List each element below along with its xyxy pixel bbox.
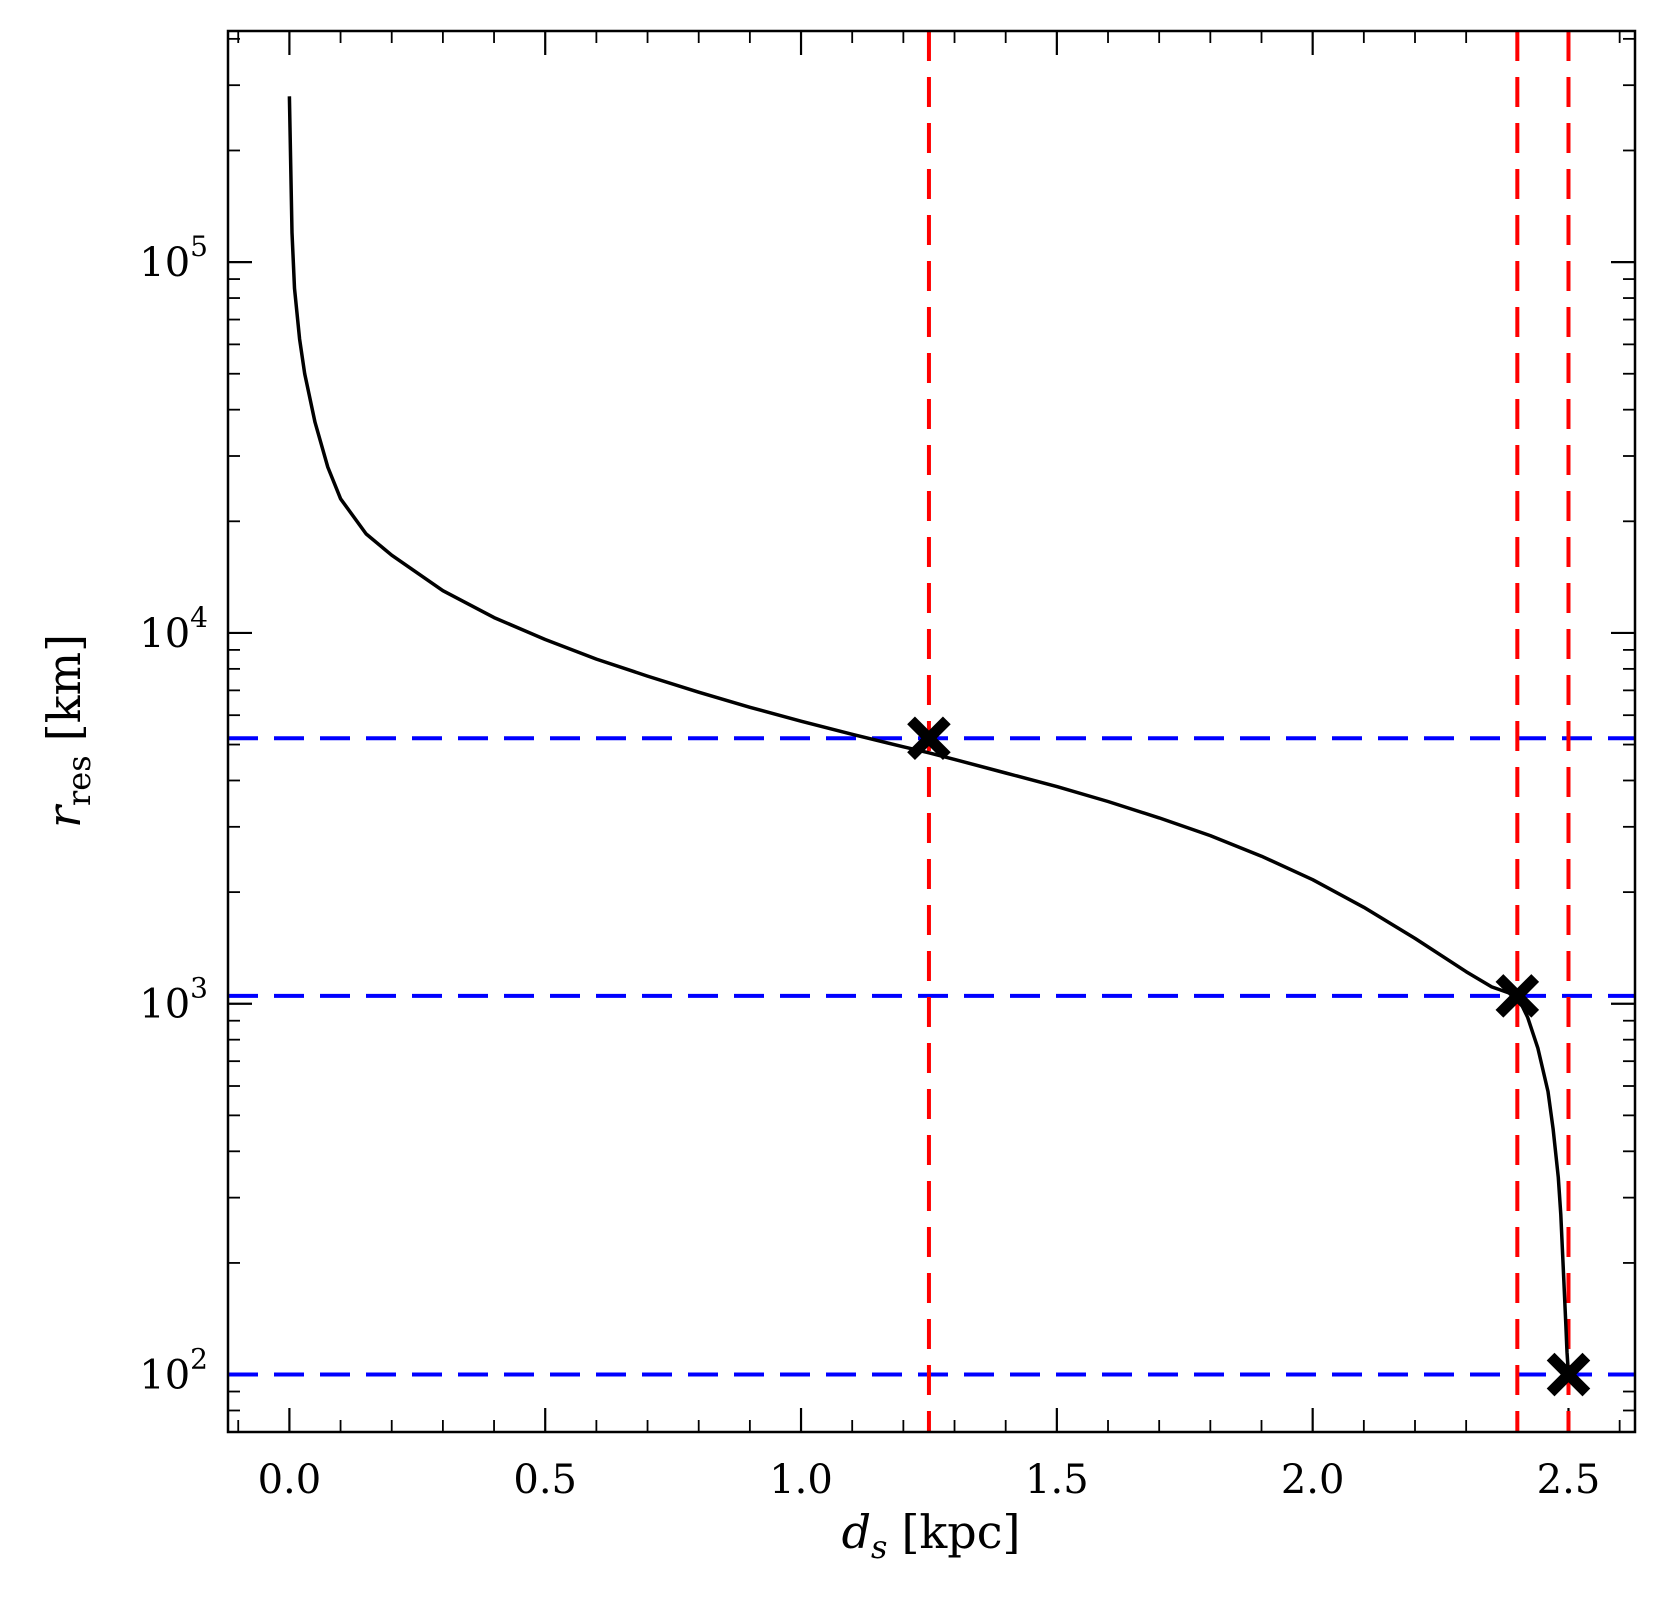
x-tick-labels: 0.0 0.5 1.0 1.5 2.0 2.5 [258, 1457, 1601, 1503]
intersection-marker [1495, 974, 1540, 1018]
y-axis-title-symbol: r [37, 803, 91, 828]
intersection-marker [1546, 1352, 1591, 1397]
y-tick-label-base: 10 [139, 1353, 190, 1399]
y-tick-label-exponent: 4 [190, 601, 208, 634]
x-axis-title: ds [kpc] [842, 1505, 1021, 1566]
major-ticks [228, 31, 1635, 1432]
y-tick-label: 105 [139, 230, 208, 286]
intersection-marker [907, 716, 951, 761]
y-tick-label: 102 [139, 1343, 208, 1399]
series-lines [287, 96, 1571, 1375]
plot-area [228, 31, 1635, 1432]
y-tick-label: 104 [139, 601, 208, 657]
series-line [287, 96, 1571, 1375]
x-axis-title-symbol: d [842, 1505, 871, 1559]
y-tick-label-base: 10 [139, 611, 190, 657]
y-tick-label: 103 [139, 972, 208, 1028]
y-tick-label-base: 10 [139, 240, 190, 286]
x-axis-title-unit: [kpc] [901, 1505, 1020, 1559]
y-axis-title: rres [km] [37, 634, 98, 828]
x-tick-label: 1.5 [1025, 1457, 1089, 1503]
x-tick-label: 1.0 [769, 1457, 833, 1503]
x-tick-label: 2.0 [1281, 1457, 1345, 1503]
y-tick-label-exponent: 2 [190, 1343, 208, 1376]
x-tick-label: 2.5 [1537, 1457, 1601, 1503]
minor-ticks [228, 31, 1635, 1433]
y-axis-title-unit: [km] [37, 634, 91, 741]
y-tick-label-exponent: 5 [190, 230, 208, 263]
x-tick-label: 0.5 [513, 1457, 577, 1503]
y-axis-title-subscript: res [60, 755, 98, 806]
y-tick-label-base: 10 [139, 982, 190, 1028]
y-tick-label-exponent: 3 [190, 972, 208, 1005]
intersection-markers [907, 716, 1591, 1397]
plot-frame [226, 29, 1637, 1434]
x-axis-title-subscript: s [871, 1528, 887, 1566]
x-tick-label: 0.0 [258, 1457, 322, 1503]
